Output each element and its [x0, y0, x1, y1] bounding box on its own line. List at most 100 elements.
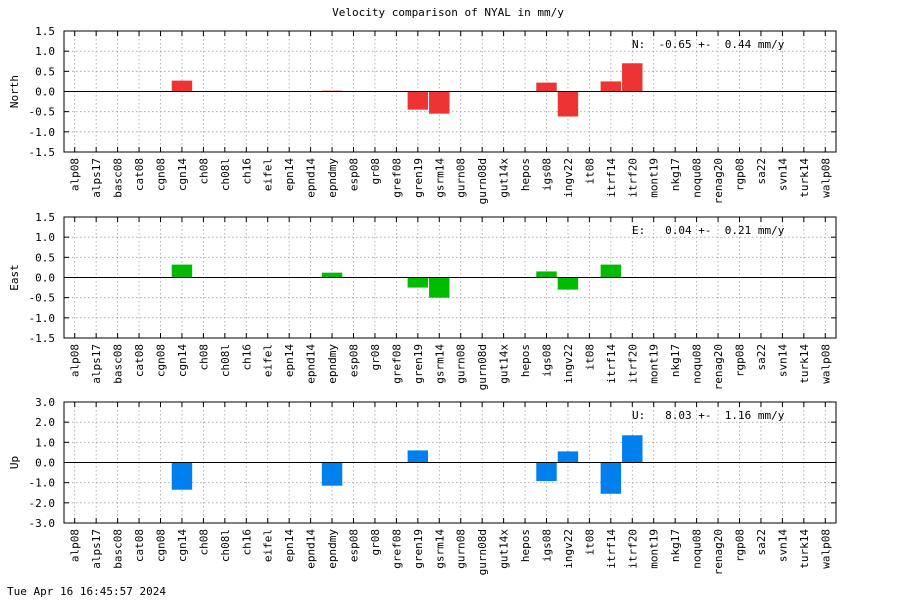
x-tick-label: renag20 — [712, 529, 725, 575]
x-tick-label: svn14 — [776, 529, 789, 562]
x-tick-label: walp08 — [819, 344, 832, 384]
timestamp: Tue Apr 16 16:45:57 2024 — [7, 585, 166, 598]
bar-igs08 — [536, 271, 557, 278]
x-tick-label: it08 — [583, 344, 596, 371]
x-tick-label: ch08 — [197, 344, 210, 371]
bar-cgn14 — [171, 80, 193, 92]
x-tick-label: svn14 — [776, 344, 789, 377]
x-tick-label: esp08 — [348, 529, 361, 562]
y-tick-label: 0.0 — [35, 272, 55, 285]
x-tick-label: turk14 — [798, 344, 811, 384]
x-tick-label: rgp08 — [734, 529, 747, 562]
bar-gsrm14 — [429, 91, 450, 114]
x-tick-label: mont19 — [648, 158, 661, 198]
x-tick-label: itrf20 — [626, 158, 639, 198]
x-tick-label: turk14 — [798, 158, 811, 198]
x-tick-label: noqu08 — [691, 529, 704, 569]
x-tick-label: cat08 — [133, 158, 146, 191]
bar-gren19 — [407, 91, 429, 110]
x-tick-label: epnd14 — [305, 529, 318, 569]
bar-ingv22 — [557, 277, 579, 290]
x-tick-label: it08 — [583, 158, 596, 185]
x-tick-label: svn14 — [776, 158, 789, 191]
bar-itrf14 — [600, 462, 622, 494]
x-tick-label: gr08 — [369, 158, 382, 185]
y-tick-label: -3.0 — [29, 517, 56, 530]
x-tick-label: eifel — [262, 344, 275, 377]
y-tick-label: -1.5 — [29, 332, 56, 345]
x-tick-label: ch08l — [219, 158, 232, 191]
x-tick-label: igs08 — [541, 344, 554, 377]
bar-igs08 — [536, 462, 557, 482]
figure-title: Velocity comparison of NYAL in mm/y — [332, 6, 564, 19]
velocity-annotation: U: 8.03 +- 1.16 mm/y — [632, 409, 785, 422]
x-tick-label: walp08 — [819, 158, 832, 198]
x-tick-label: ch08l — [219, 529, 232, 562]
y-tick-label: -0.5 — [29, 106, 56, 119]
x-tick-label: walp08 — [819, 529, 832, 569]
y-tick-label: 2.0 — [35, 416, 55, 429]
x-tick-label: ingv22 — [562, 344, 575, 384]
bar-itrf14 — [600, 81, 622, 92]
x-tick-label: cgn14 — [176, 344, 189, 377]
x-tick-label: epn14 — [283, 529, 296, 562]
x-tick-label: ingv22 — [562, 158, 575, 198]
x-tick-label: ch16 — [240, 529, 253, 556]
x-tick-label: gr08 — [369, 529, 382, 556]
bar-ingv22 — [557, 91, 579, 117]
x-tick-label: turk14 — [798, 529, 811, 569]
x-tick-label: gref08 — [390, 344, 403, 384]
y-axis-label: North — [8, 75, 21, 108]
bar-gren19 — [407, 277, 429, 288]
x-tick-label: cat08 — [133, 529, 146, 562]
x-tick-label: sa22 — [755, 344, 768, 371]
x-tick-label: gurn08 — [455, 529, 468, 569]
x-tick-label: igs08 — [541, 158, 554, 191]
y-tick-label: 1.0 — [35, 231, 55, 244]
bar-igs08 — [536, 82, 557, 92]
x-tick-label: itrf20 — [626, 344, 639, 384]
chart-panel-east: -1.5 -1.0 -0.5 0.0 0.5 1.0 1.5 alp08 alps17 basc0… — [8, 211, 837, 390]
x-tick-label: cat08 — [133, 344, 146, 377]
x-tick-label: alp08 — [69, 344, 82, 377]
x-tick-label: cgn08 — [155, 344, 168, 377]
bar-gsrm14 — [429, 277, 450, 298]
x-tick-label: cgn14 — [176, 529, 189, 562]
y-tick-label: -0.5 — [29, 292, 56, 305]
x-tick-label: hepos — [519, 344, 532, 377]
x-tick-label: alps17 — [90, 158, 103, 198]
x-tick-label: epndmy — [326, 529, 339, 569]
y-tick-label: 1.5 — [35, 25, 55, 38]
chart-panel-up: -3.0 -2.0 -1.0 0.0 1.0 2.0 3.0 alp08 alps17 basc0… — [8, 396, 837, 575]
x-tick-label: mont19 — [648, 344, 661, 384]
x-tick-label: renag20 — [712, 158, 725, 204]
x-tick-label: rgp08 — [734, 158, 747, 191]
bar-epndmy — [321, 272, 343, 278]
x-tick-label: eifel — [262, 158, 275, 191]
bar-cgn14 — [171, 264, 193, 278]
x-tick-label: sa22 — [755, 158, 768, 185]
x-tick-label: gren19 — [412, 344, 425, 384]
x-tick-label: gsrm14 — [433, 344, 446, 384]
y-tick-label: 1.5 — [35, 211, 55, 224]
x-tick-label: nkg17 — [669, 344, 682, 377]
x-tick-label: ch16 — [240, 158, 253, 185]
x-tick-label: basc08 — [112, 158, 125, 198]
x-tick-label: alp08 — [69, 158, 82, 191]
x-tick-label: alps17 — [90, 529, 103, 569]
x-tick-label: gurn08 — [455, 158, 468, 198]
x-tick-label: ch08 — [197, 529, 210, 556]
y-tick-label: 1.0 — [35, 436, 55, 449]
x-tick-label: it08 — [583, 529, 596, 556]
y-tick-label: 0.5 — [35, 251, 55, 264]
bar-ingv22 — [557, 451, 579, 463]
x-tick-label: epnd14 — [305, 344, 318, 384]
x-tick-label: gren19 — [412, 158, 425, 198]
x-tick-label: noqu08 — [691, 344, 704, 384]
x-tick-label: itrf14 — [605, 158, 618, 198]
bar-epndmy — [321, 462, 343, 486]
x-tick-label: gut14x — [498, 529, 511, 569]
y-axis-label: East — [8, 264, 21, 291]
x-tick-label: cgn08 — [155, 158, 168, 191]
